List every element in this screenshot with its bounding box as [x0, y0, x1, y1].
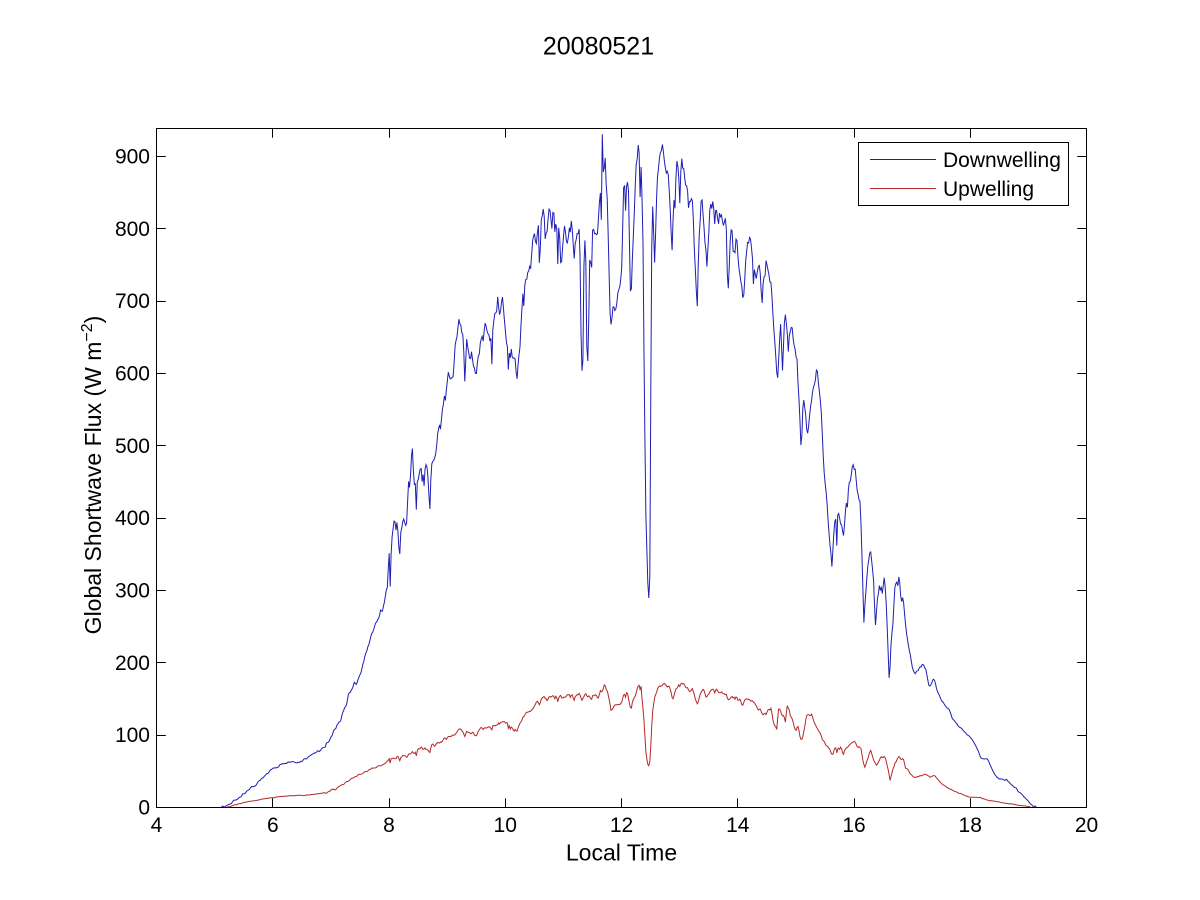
svg-text:300: 300 [115, 580, 150, 603]
svg-text:Upwelling: Upwelling [943, 178, 1034, 201]
svg-text:500: 500 [115, 435, 150, 458]
svg-text:Global Shortwave Flux (W m−2): Global Shortwave Flux (W m−2) [79, 316, 106, 635]
svg-text:800: 800 [115, 218, 150, 241]
svg-text:0: 0 [138, 797, 150, 820]
svg-text:18: 18 [959, 814, 982, 837]
svg-text:700: 700 [115, 290, 150, 313]
svg-text:400: 400 [115, 507, 150, 530]
svg-text:20080521: 20080521 [543, 33, 654, 61]
svg-text:14: 14 [726, 814, 750, 837]
svg-text:200: 200 [115, 652, 150, 675]
svg-text:10: 10 [494, 814, 517, 837]
svg-text:900: 900 [115, 146, 150, 169]
svg-text:16: 16 [842, 814, 865, 837]
svg-text:4: 4 [151, 814, 163, 837]
svg-text:Downwelling: Downwelling [943, 149, 1061, 172]
svg-text:6: 6 [267, 814, 279, 837]
svg-text:Local Time: Local Time [566, 840, 677, 866]
svg-text:12: 12 [610, 814, 633, 837]
svg-text:20: 20 [1075, 814, 1098, 837]
svg-text:600: 600 [115, 363, 150, 386]
svg-text:100: 100 [115, 724, 150, 747]
svg-text:8: 8 [383, 814, 395, 837]
